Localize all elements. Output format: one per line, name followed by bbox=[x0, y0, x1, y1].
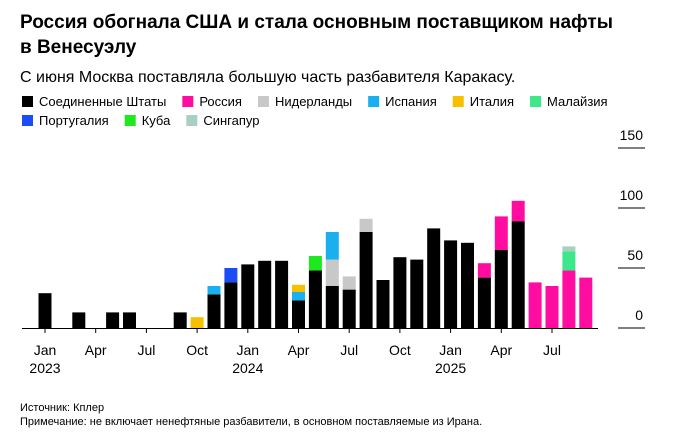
bar-segment bbox=[427, 228, 441, 328]
x-year-label: 2025 bbox=[435, 360, 466, 376]
bar-segment bbox=[224, 268, 238, 283]
source: Источник: Кплер bbox=[20, 402, 104, 414]
bar-segment bbox=[511, 200, 525, 222]
bar-segment bbox=[494, 216, 508, 250]
chart-subtitle: С июня Москва поставляла большую часть р… bbox=[20, 69, 515, 86]
bar-segment bbox=[190, 317, 204, 328]
legend-label: Россия bbox=[199, 94, 242, 109]
legend-swatch bbox=[452, 96, 464, 107]
x-tick-label: Oct bbox=[389, 342, 411, 358]
legend-swatch bbox=[368, 96, 380, 107]
bar-segment bbox=[528, 282, 542, 328]
x-year-label: 2024 bbox=[232, 360, 263, 376]
bar-segment bbox=[173, 312, 187, 328]
y-tick-label: 150 bbox=[620, 127, 644, 143]
bar-segment bbox=[275, 260, 289, 328]
bar-segment bbox=[292, 292, 305, 301]
y-tick-label: 0 bbox=[635, 307, 643, 323]
chart-title: Россия обогнала США и стала основным пос… bbox=[20, 12, 613, 58]
legend-swatch bbox=[530, 96, 542, 107]
bar-segment bbox=[72, 312, 86, 328]
bar-segment bbox=[562, 246, 576, 252]
legend-label: Куба bbox=[142, 113, 171, 128]
bar-segment bbox=[342, 276, 356, 290]
x-tick-label: Jan bbox=[237, 342, 260, 358]
bar-segment bbox=[308, 256, 322, 271]
bar-segment bbox=[477, 263, 491, 278]
legend-swatch bbox=[124, 115, 136, 126]
legend-swatch bbox=[22, 96, 33, 107]
bar-segment bbox=[292, 300, 305, 328]
x-tick-label: Apr bbox=[85, 342, 107, 358]
bar-segment bbox=[241, 264, 255, 328]
bar-segment bbox=[359, 218, 373, 232]
bar-segment bbox=[38, 293, 52, 328]
bar-segment bbox=[325, 286, 339, 328]
bar-segment bbox=[545, 286, 559, 328]
legend-label: Италия bbox=[470, 94, 514, 109]
bar-segment bbox=[359, 232, 373, 328]
legend-swatch bbox=[182, 96, 194, 107]
bar-segment bbox=[494, 250, 508, 328]
legend-swatch bbox=[22, 115, 33, 126]
legend-label: Сингапур bbox=[203, 113, 259, 128]
bar-segment bbox=[308, 270, 322, 328]
x-tick-label: Jul bbox=[543, 342, 561, 358]
x-tick-label: Jan bbox=[439, 342, 462, 358]
bar-segment bbox=[393, 257, 407, 328]
bar-segment bbox=[292, 284, 305, 292]
legend-label: Испания bbox=[385, 94, 437, 109]
x-tick-label: Jan bbox=[34, 342, 57, 358]
bar-segment bbox=[444, 240, 458, 328]
y-tick-label: 50 bbox=[627, 247, 643, 263]
bar-segment bbox=[258, 260, 272, 328]
bar-segment bbox=[123, 312, 136, 328]
x-tick-label: Jul bbox=[340, 342, 358, 358]
y-tick-label: 100 bbox=[620, 187, 644, 203]
legend-swatch bbox=[186, 115, 198, 126]
bar-segment bbox=[325, 259, 339, 286]
bar-segment bbox=[477, 277, 491, 328]
x-tick-label: Apr bbox=[288, 342, 310, 358]
bar-segment bbox=[579, 277, 593, 328]
legend-label: Малайзия bbox=[547, 94, 608, 109]
note: Примечание: не включает ненефтяные разба… bbox=[20, 416, 482, 428]
bar-segment bbox=[511, 221, 525, 328]
bar-segment bbox=[461, 242, 474, 328]
legend-swatch bbox=[257, 96, 269, 107]
bar-segment bbox=[562, 251, 576, 271]
bar-segment bbox=[207, 286, 221, 295]
x-tick-label: Jul bbox=[137, 342, 155, 358]
x-tick-label: Oct bbox=[186, 342, 208, 358]
x-year-label: 2023 bbox=[29, 360, 60, 376]
bar-segment bbox=[106, 312, 120, 328]
bar-segment bbox=[325, 232, 339, 260]
bar-segment bbox=[224, 282, 238, 328]
x-tick-label: Apr bbox=[490, 342, 512, 358]
legend-label: Нидерланды bbox=[275, 94, 352, 109]
bar-segment bbox=[342, 289, 356, 328]
legend-label: Соединенные Штаты bbox=[39, 94, 166, 109]
bar-segment bbox=[207, 294, 221, 328]
bar-segment bbox=[410, 259, 424, 328]
bar-segment bbox=[376, 280, 390, 328]
legend-label: Португалия bbox=[39, 113, 109, 128]
bar-segment bbox=[562, 270, 576, 328]
